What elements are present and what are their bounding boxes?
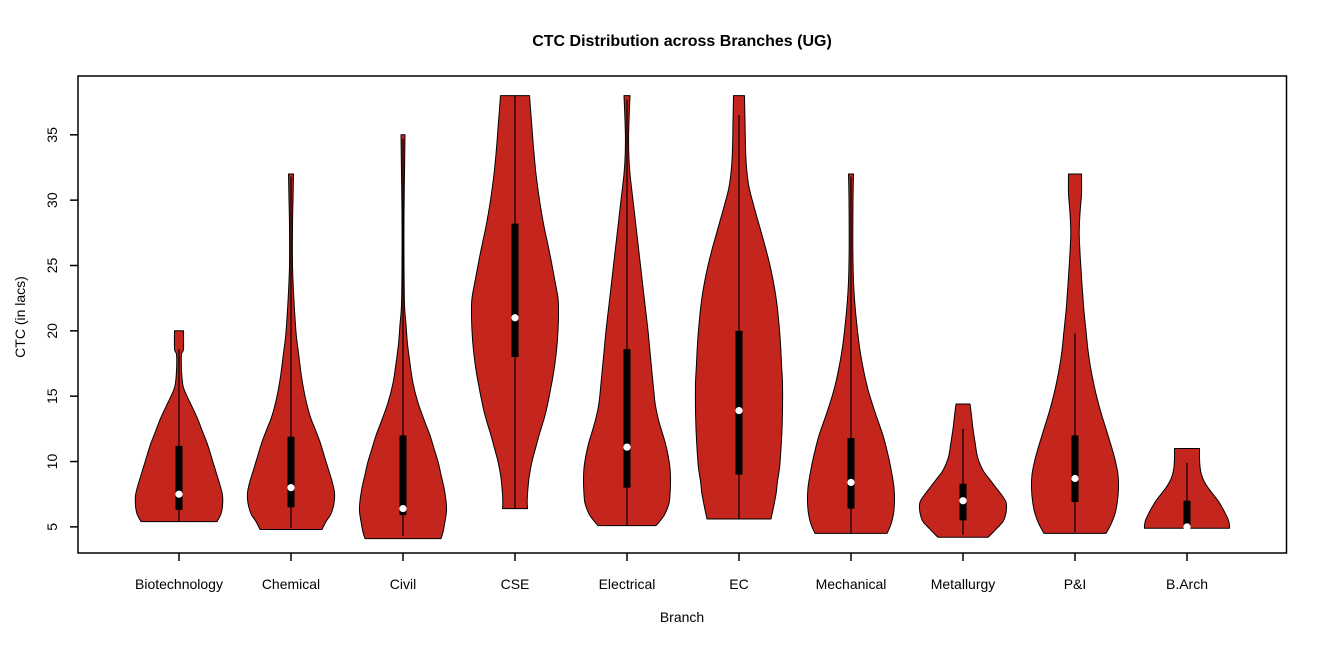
x-tick-label-ec: EC <box>729 576 748 592</box>
x-axis-label: Branch <box>660 609 704 625</box>
y-tick-label: 35 <box>44 127 60 143</box>
iqr-box-ec <box>735 330 743 475</box>
iqr-box-chemical <box>287 436 295 508</box>
iqr-box-cse <box>511 223 519 357</box>
median-dot-civil <box>399 504 407 513</box>
y-tick-label: 30 <box>44 192 60 208</box>
iqr-box-mechanical <box>847 437 855 509</box>
x-tick-label-mechanical: Mechanical <box>816 576 887 592</box>
y-axis-label: CTC (in lacs) <box>12 276 28 358</box>
y-tick-label: 10 <box>44 454 60 470</box>
median-dot-b-arch <box>1183 523 1191 531</box>
x-tick-label-metallurgy: Metallurgy <box>931 576 996 592</box>
median-dot-mechanical <box>847 478 855 487</box>
median-dot-biotechnology <box>175 490 183 498</box>
iqr-box-electrical <box>623 349 631 488</box>
median-dot-chemical <box>287 484 295 492</box>
x-tick-label-p-i: P&I <box>1064 576 1087 592</box>
median-dot-p-i <box>1071 474 1079 483</box>
iqr-box-biotechnology <box>175 445 183 510</box>
iqr-box-p-i <box>1071 435 1079 503</box>
x-tick-label-civil: Civil <box>390 576 416 592</box>
iqr-box-civil <box>399 435 407 516</box>
y-tick-label: 20 <box>44 323 60 339</box>
chart-title: CTC Distribution across Branches (UG) <box>532 33 832 50</box>
y-tick-label: 5 <box>44 523 60 531</box>
median-dot-cse <box>511 314 519 322</box>
x-tick-label-biotechnology: Biotechnology <box>135 576 223 592</box>
y-tick-label: 15 <box>44 388 60 404</box>
median-dot-metallurgy <box>959 497 967 505</box>
x-tick-label-electrical: Electrical <box>599 576 656 592</box>
plot-border <box>77 75 1288 554</box>
median-dot-electrical <box>623 443 631 451</box>
iqr-box-b-arch <box>1183 500 1191 529</box>
plot-area: 5 10 15 20 25 30 35 Biotechnology Chemical Civil C… <box>44 75 1288 592</box>
median-dot-ec <box>735 406 743 415</box>
x-tick-label-b-arch: B.Arch <box>1166 576 1208 592</box>
x-tick-label-cse: CSE <box>501 576 530 592</box>
x-tick-label-chemical: Chemical <box>262 576 320 592</box>
y-tick-label: 25 <box>44 257 60 273</box>
